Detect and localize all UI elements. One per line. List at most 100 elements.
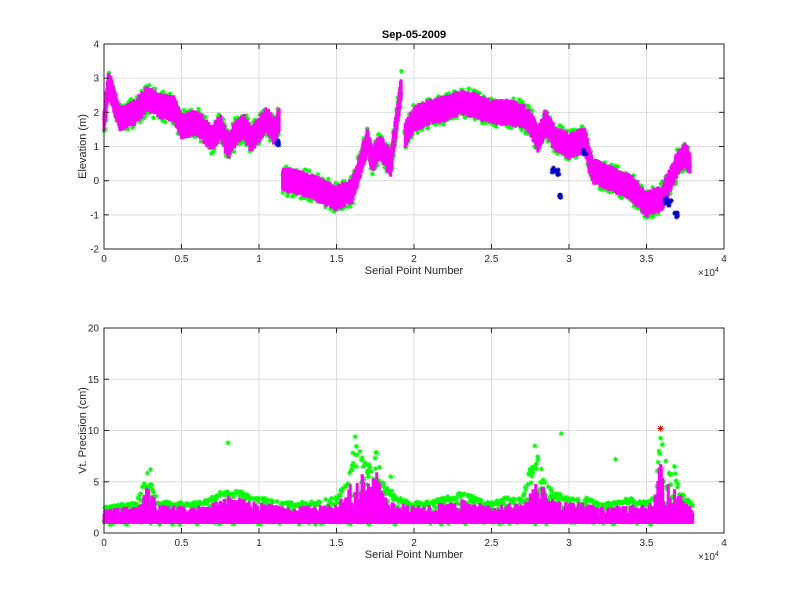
precision-point — [203, 500, 209, 506]
elevation-point — [235, 115, 241, 121]
precision-point — [225, 489, 231, 495]
precision-point — [440, 495, 446, 501]
elevation-x-tick-label: 3.5 — [640, 254, 654, 265]
elevation-flagged-point — [674, 213, 680, 219]
precision-point — [662, 500, 668, 506]
elevation-point — [256, 140, 262, 146]
precision-point — [381, 483, 387, 489]
elevation-point — [141, 114, 147, 120]
elevation-point — [450, 115, 456, 121]
precision-point — [674, 484, 680, 490]
elevation-point — [551, 148, 557, 154]
elevation-x-tick-label: 1 — [256, 254, 262, 265]
precision-point — [144, 470, 150, 476]
precision-x-tick-label: 2.5 — [485, 538, 499, 549]
elevation-point — [527, 107, 533, 113]
precision-point — [381, 480, 387, 486]
elevation-point — [220, 116, 226, 122]
precision-point — [655, 459, 661, 465]
precision-point — [630, 498, 636, 504]
precision-point — [366, 521, 372, 527]
precision-point — [448, 499, 454, 505]
precision-point — [153, 493, 159, 499]
precision-y-tick-label: 15 — [88, 375, 100, 386]
precision-point — [263, 500, 269, 506]
elevation-point — [658, 181, 664, 187]
elevation-point — [571, 127, 577, 133]
precision-point — [108, 503, 114, 509]
elevation-point — [559, 124, 565, 130]
precision-point — [188, 503, 194, 509]
precision-point — [149, 482, 155, 488]
precision-point — [157, 500, 163, 506]
elevation-point — [325, 176, 331, 182]
elevation-point — [516, 97, 522, 103]
elevation-point — [555, 151, 561, 157]
precision-point — [178, 499, 184, 505]
precision-point — [540, 477, 546, 483]
elevation-flagged-point — [550, 167, 556, 173]
precision-point — [619, 500, 625, 506]
precision-point — [353, 443, 359, 449]
precision-point — [281, 500, 287, 506]
elevation-point — [305, 195, 311, 201]
precision-point — [478, 497, 484, 503]
elevation-point — [202, 114, 208, 120]
precision-point — [496, 521, 502, 527]
precision-point — [538, 466, 544, 472]
precision-point — [389, 488, 395, 494]
precision-x-tick-label: 0.5 — [175, 538, 189, 549]
precision-x-tick-label: 2 — [411, 538, 417, 549]
elevation-point — [198, 138, 204, 144]
elevation-point — [303, 167, 309, 173]
precision-point — [360, 464, 366, 470]
precision-point — [210, 498, 216, 504]
elevation-flagged-point — [274, 141, 280, 147]
elevation-point — [210, 150, 216, 156]
elevation-flagged-point — [583, 151, 589, 157]
elevation-ticks: 0 0.5 1 1.5 2 2.5 3 3.5 4 -2 -1 0 1 2 3 4 — [90, 40, 727, 266]
elevation-flagged-point — [557, 192, 563, 198]
precision-point — [303, 500, 309, 506]
precision-x-axis-label: Serial Point Number — [365, 549, 464, 561]
precision-point — [605, 502, 611, 508]
elevation-point — [230, 121, 236, 127]
precision-point — [431, 501, 437, 507]
precision-point — [624, 497, 630, 503]
precision-point — [555, 497, 561, 503]
precision-point — [363, 482, 369, 488]
precision-point — [626, 505, 632, 511]
elevation-point — [373, 164, 379, 170]
precision-point — [311, 501, 317, 507]
precision-point — [328, 500, 334, 506]
elevation-point — [399, 68, 405, 74]
precision-point — [581, 503, 587, 509]
elevation-point — [524, 130, 530, 136]
precision-point — [495, 501, 501, 507]
precision-point — [213, 495, 219, 501]
precision-point — [537, 487, 543, 493]
precision-point — [207, 503, 213, 509]
precision-point — [647, 521, 653, 527]
elevation-x-tick-label: 2 — [411, 254, 417, 265]
precision-point — [511, 497, 517, 503]
precision-x-tick-label: 4 — [721, 538, 727, 549]
elevation-point — [493, 124, 499, 130]
elevation-point — [674, 147, 680, 153]
precision-point — [536, 490, 542, 496]
elevation-point — [619, 195, 625, 201]
precision-point — [376, 464, 382, 470]
elevation-point — [283, 164, 289, 170]
elevation-point — [374, 162, 380, 168]
elevation-y-tick-label: 0 — [93, 176, 99, 187]
precision-point — [349, 463, 355, 469]
precision-point — [528, 480, 534, 486]
precision-point — [270, 498, 276, 504]
precision-point — [127, 502, 133, 508]
precision-outlier-point — [532, 443, 538, 449]
elevation-point — [529, 108, 535, 114]
precision-point — [162, 502, 168, 508]
precision-point — [551, 495, 557, 501]
precision-point — [530, 470, 536, 476]
elevation-point — [602, 160, 608, 166]
